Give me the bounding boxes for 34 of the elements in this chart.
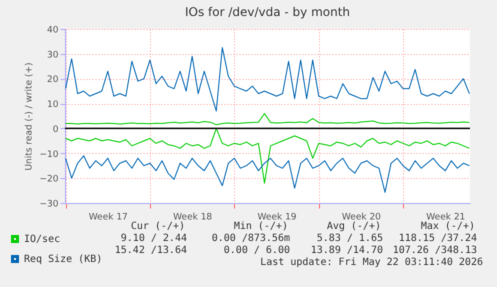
x-tick-label: Week 18 — [173, 212, 212, 222]
y-tick-label: 40 — [47, 26, 59, 36]
chart-title: IOs for /dev/vda - by month — [184, 5, 350, 19]
text: Last update: Fri May 22 03:11:40 2026 — [260, 257, 483, 268]
text: Avg (-/+) — [326, 221, 381, 232]
text: 5.83 / 1.65 — [316, 233, 383, 244]
line-series — [65, 113, 470, 126]
y-tick-label: 0 — [52, 124, 59, 135]
text: 13.89 /14.70 — [310, 245, 383, 256]
x-tick-label: Week 20 — [342, 212, 382, 222]
text: 15.42 /13.64 — [114, 245, 187, 256]
y-tick-label: 10 — [47, 100, 59, 110]
x-tick-label: Week 19 — [258, 212, 297, 222]
x-tick-label: Week 17 — [88, 212, 128, 222]
line-series — [65, 155, 470, 193]
y-tick-label: −30 — [40, 200, 59, 210]
text: Cur (-/+) — [130, 221, 185, 232]
legend-label: IO/sec — [24, 234, 60, 245]
text: 0.00 / 6.00 — [224, 245, 290, 256]
x-tick-label: Week 21 — [426, 212, 466, 222]
text: 9.10 / 2.44 — [120, 233, 187, 244]
text: Min (-/+) — [234, 221, 288, 232]
text: Max (-/+) — [420, 221, 475, 232]
legend-label: Req Size (KB) — [24, 254, 102, 265]
y-axis-title: Units read (-) / write (+) — [24, 62, 35, 171]
text: 118.15 /37.24 — [398, 233, 477, 244]
y-tick-label: 30 — [47, 50, 59, 60]
line-series — [65, 47, 470, 112]
text: 107.26 /348.13 — [392, 245, 477, 256]
text: 0.00 /873.56m — [212, 233, 290, 244]
line-series — [65, 128, 470, 184]
y-tick-label: −10 — [40, 150, 59, 160]
y-tick-label: 20 — [47, 75, 59, 86]
y-tick-label: −20 — [40, 174, 59, 185]
